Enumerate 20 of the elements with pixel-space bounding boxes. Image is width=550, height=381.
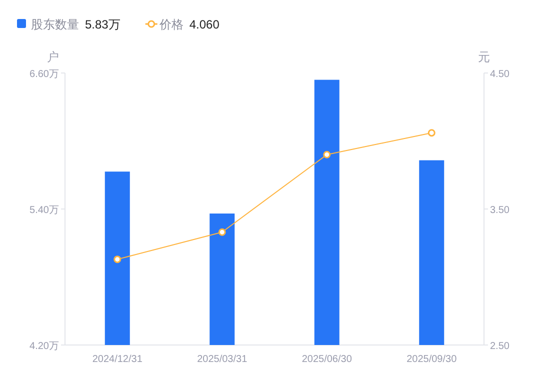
- text: 5.83万: [85, 18, 120, 32]
- point: [428, 129, 436, 137]
- y-axis-title: 户: [47, 50, 59, 64]
- y2-tick-label: 3.50: [490, 205, 510, 216]
- legend-label: 价格: [158, 18, 184, 32]
- text: 4.060: [189, 18, 220, 32]
- x-tick-label: 2025/06/30: [302, 354, 352, 365]
- y2-axis-title: 元: [478, 50, 490, 64]
- x-tick-label: 2025/09/30: [406, 354, 458, 365]
- y-tick-label: 6.60万: [30, 69, 59, 80]
- y2-tick-label: 2.50: [490, 341, 510, 352]
- legend-label: 股东数量: [31, 18, 79, 32]
- y-tick-label: 5.40万: [30, 205, 59, 216]
- point: [218, 228, 226, 236]
- y2-tick-label: 4.50: [490, 69, 510, 80]
- point: [114, 256, 122, 264]
- y-tick-label: 4.20万: [30, 341, 59, 352]
- x-tick-label: 2025/03/31: [197, 354, 248, 365]
- x-tick-label: 2024/12/31: [92, 354, 143, 365]
- point: [323, 150, 331, 158]
